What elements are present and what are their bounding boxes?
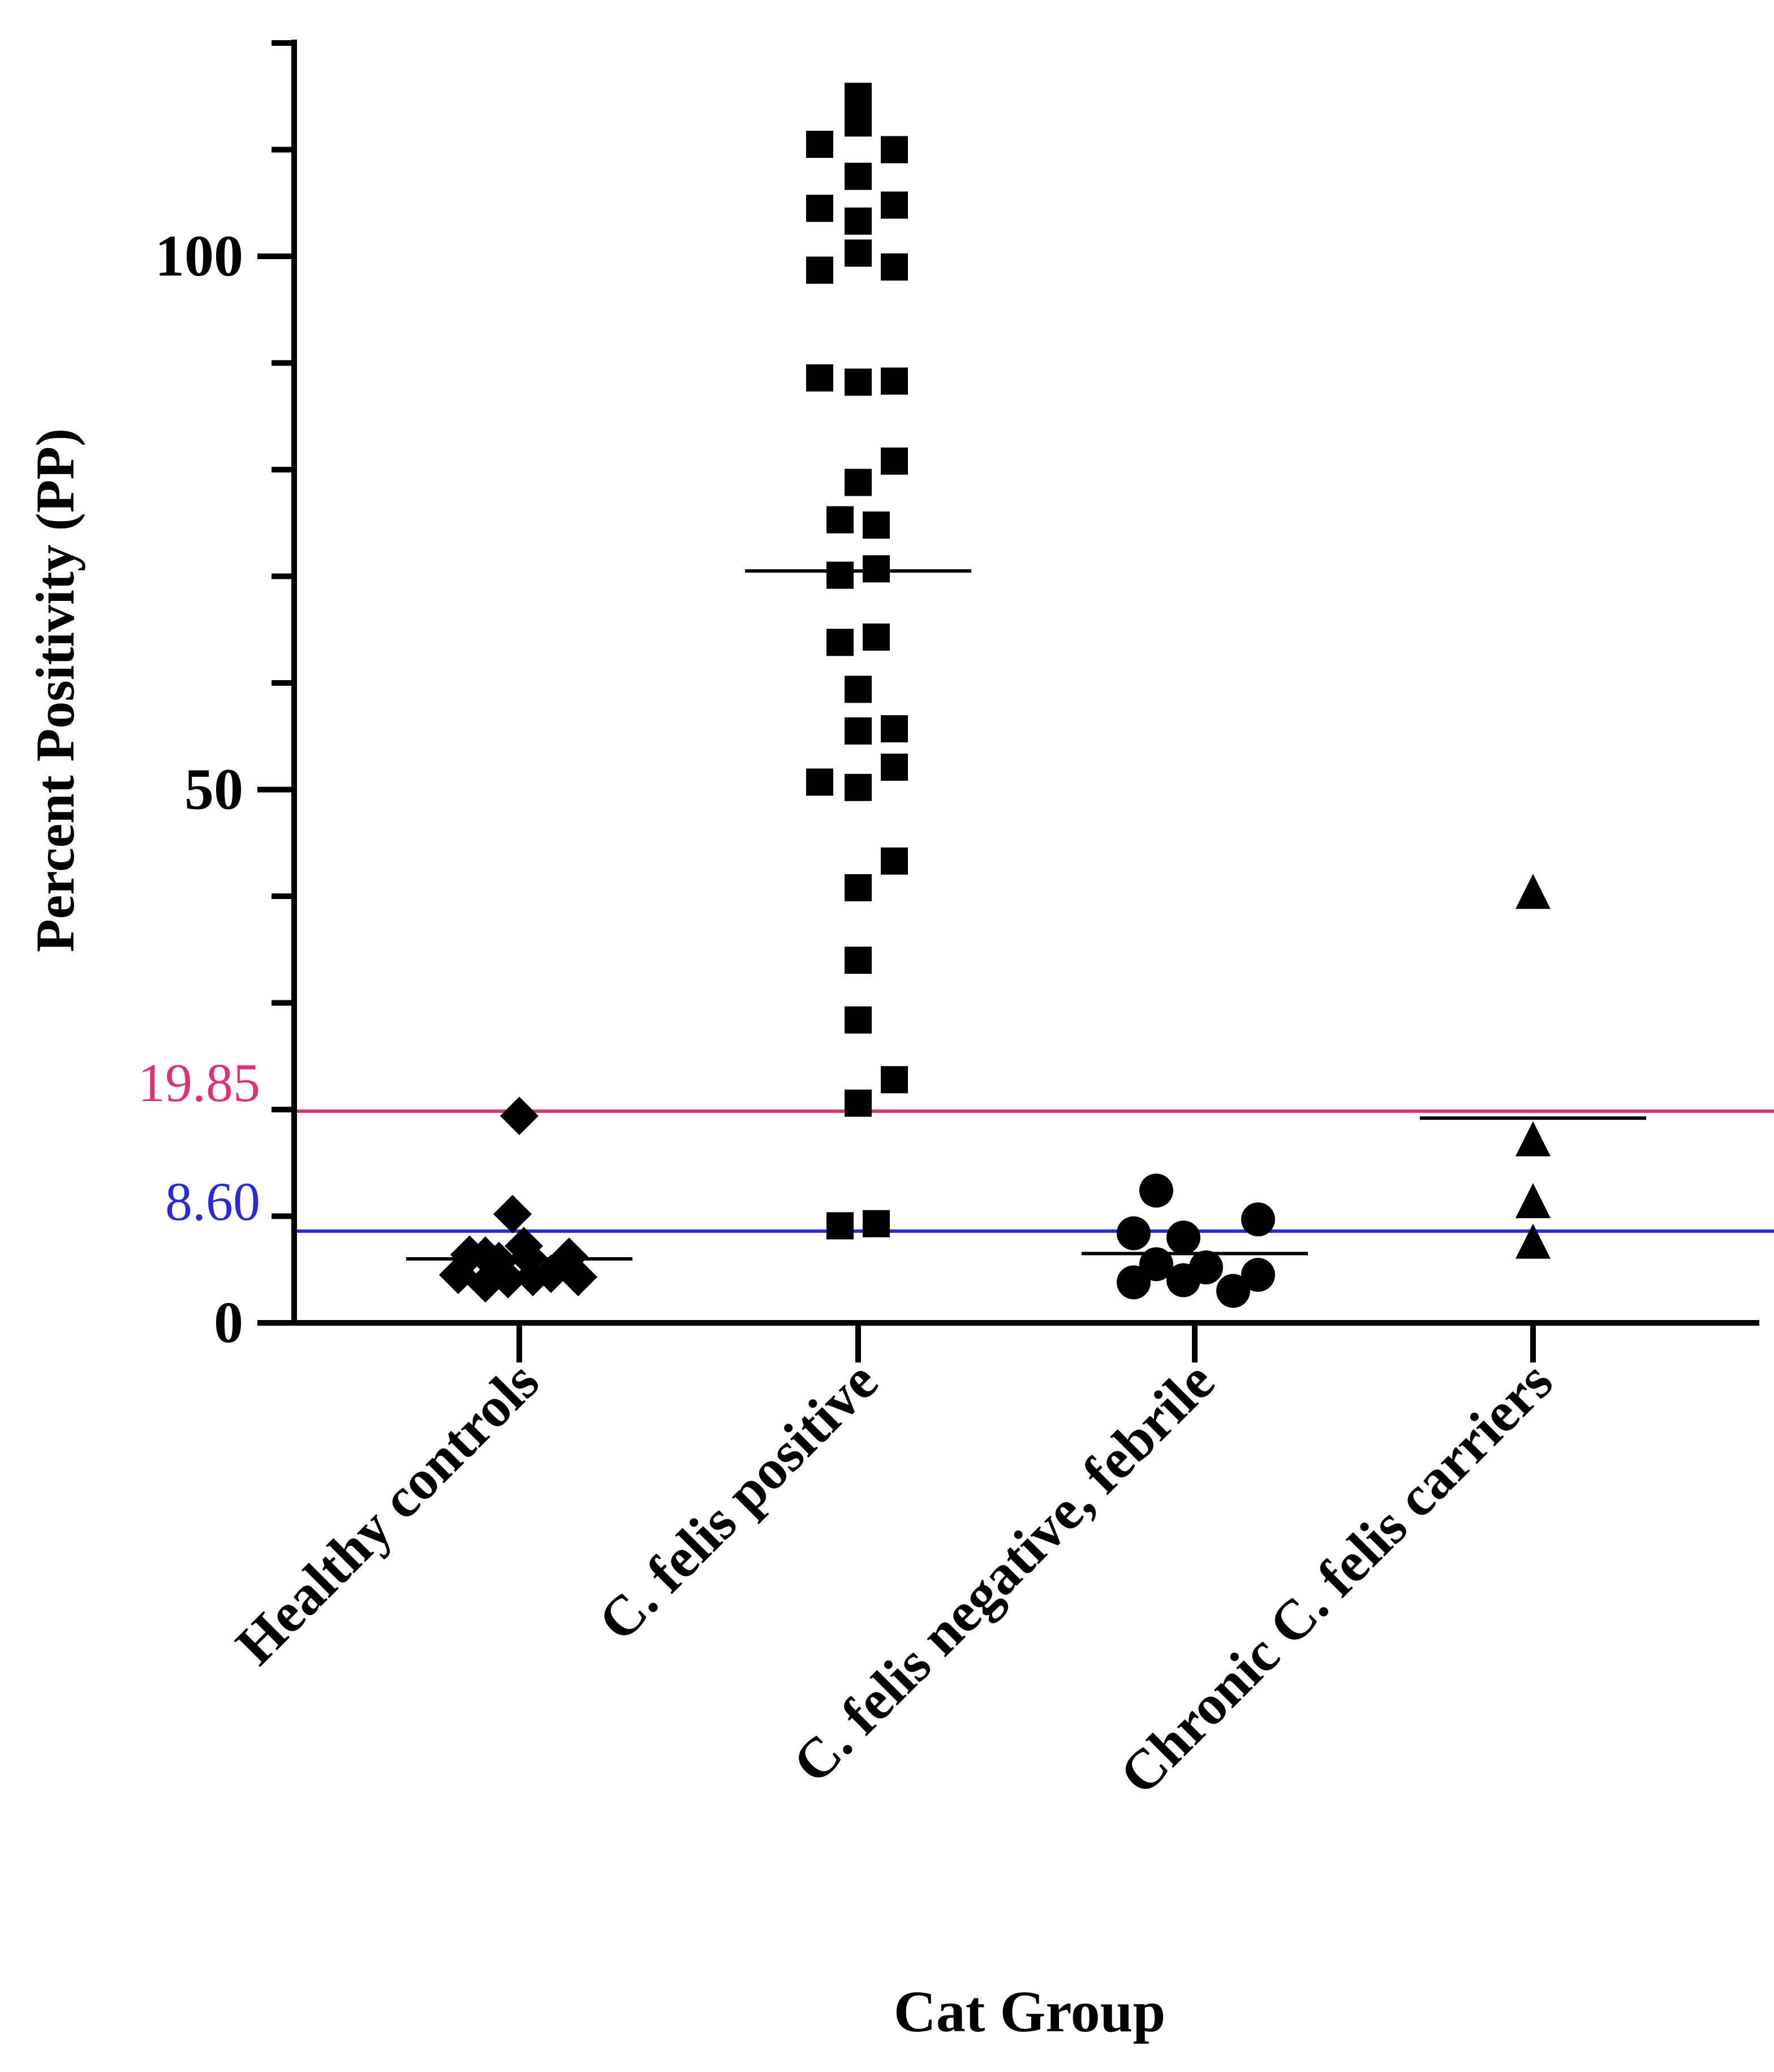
- data-point-2-3: [1166, 1220, 1200, 1255]
- data-point-1-1: [845, 109, 872, 137]
- data-point-1-31: [845, 1006, 872, 1034]
- data-point-1-6: [881, 191, 908, 219]
- data-point-1-32: [881, 1066, 908, 1094]
- median-lines-layer: [406, 569, 1646, 1261]
- data-point-2-0: [1139, 1173, 1173, 1208]
- data-point-2-2: [1241, 1202, 1275, 1237]
- data-point-0-13: [559, 1257, 597, 1296]
- axes-layer: [257, 40, 1759, 1362]
- data-point-1-27: [845, 773, 872, 801]
- data-point-1-29: [845, 874, 872, 901]
- data-point-1-9: [806, 256, 833, 284]
- data-point-1-4: [845, 162, 872, 190]
- x-category-label-0: Healthy controls: [224, 1349, 551, 1676]
- data-point-1-26: [806, 768, 833, 796]
- data-point-1-15: [845, 468, 872, 496]
- data-point-1-35: [863, 1210, 890, 1237]
- data-point-1-3: [881, 136, 908, 164]
- data-point-1-24: [881, 715, 908, 743]
- data-point-1-20: [826, 629, 854, 656]
- data-point-0-0: [500, 1097, 539, 1136]
- data-point-1-25: [881, 753, 908, 781]
- x-axis-title: Cat Group: [894, 1979, 1166, 2044]
- y-axis-title: Percent Positivity (PP): [25, 428, 85, 952]
- labels-layer: Percent Positivity (PP) Cat Group 19.85 8…: [25, 223, 1565, 2044]
- x-category-label-1: C. felis positive: [586, 1349, 889, 1653]
- data-point-0-10: [489, 1259, 527, 1299]
- data-point-2-4: [1139, 1247, 1173, 1282]
- data-point-2-7: [1166, 1263, 1200, 1297]
- data-point-1-10: [881, 253, 908, 281]
- data-point-0-12: [532, 1254, 570, 1293]
- data-point-3-1: [1515, 1121, 1551, 1157]
- data-point-1-2: [806, 131, 833, 158]
- data-point-1-11: [806, 364, 833, 392]
- y-tick-label-2: 100: [155, 223, 243, 289]
- data-points-layer: [439, 83, 1551, 1308]
- data-point-3-2: [1515, 1183, 1551, 1218]
- reference-lines-layer: [294, 1109, 1774, 1233]
- data-point-1-7: [845, 207, 872, 235]
- data-point-1-8: [845, 239, 872, 267]
- reference-line-label-0: 19.85: [138, 1052, 260, 1113]
- data-point-1-17: [863, 511, 890, 539]
- data-point-1-19: [863, 555, 890, 583]
- data-point-1-18: [826, 561, 854, 589]
- data-point-1-16: [826, 506, 854, 534]
- data-point-1-13: [881, 367, 908, 395]
- data-point-3-3: [1515, 1223, 1551, 1259]
- y-tick-label-0: 0: [214, 1290, 243, 1355]
- data-point-3-0: [1515, 874, 1551, 909]
- data-point-2-6: [1117, 1265, 1151, 1300]
- data-point-1-23: [845, 717, 872, 745]
- data-point-1-0: [845, 83, 872, 110]
- data-point-1-22: [845, 676, 872, 703]
- data-point-1-30: [845, 947, 872, 974]
- data-point-1-12: [845, 368, 872, 396]
- data-point-1-21: [863, 623, 890, 651]
- data-point-1-34: [826, 1212, 854, 1240]
- data-point-2-9: [1216, 1274, 1250, 1308]
- data-point-2-1: [1117, 1216, 1151, 1250]
- data-point-2-8: [1241, 1258, 1275, 1292]
- y-tick-label-1: 50: [184, 757, 243, 822]
- reference-line-label-1: 8.60: [165, 1171, 260, 1232]
- data-point-1-33: [845, 1089, 872, 1117]
- data-point-1-14: [881, 447, 908, 475]
- data-point-1-28: [881, 847, 908, 875]
- data-point-1-5: [806, 195, 833, 222]
- data-point-0-1: [493, 1194, 532, 1233]
